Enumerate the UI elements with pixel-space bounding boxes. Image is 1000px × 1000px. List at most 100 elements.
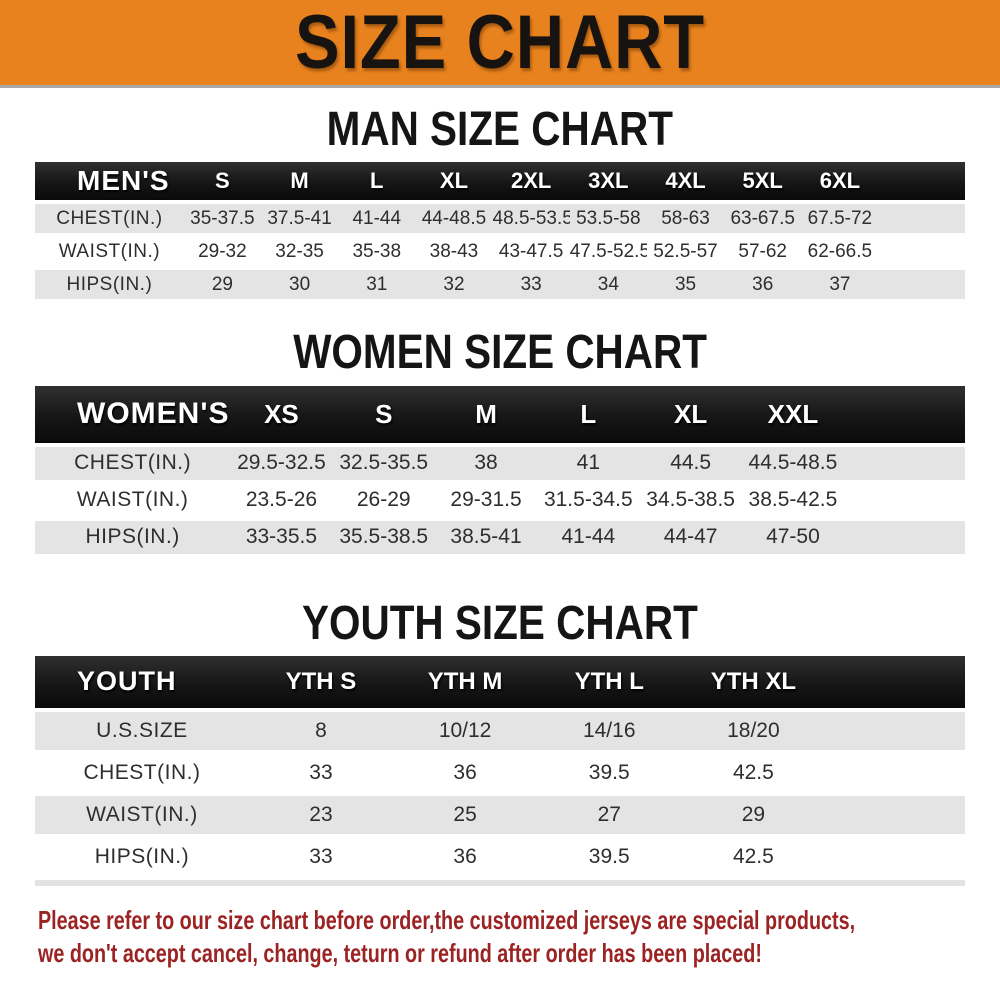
women-size-section: WOMEN SIZE CHART WOMEN'S XS S M L XL XXL CHEST(I… (0, 326, 1000, 558)
men-size-value: 36 (724, 270, 802, 300)
youth-size-value: 10/12 (393, 711, 538, 750)
men-size-value: 52.5-57 (646, 237, 725, 267)
youth-size-value: 39.5 (537, 837, 682, 876)
women-size-value: 38 (434, 446, 538, 480)
youth-row-label-chest-in-: CHEST(IN.) (35, 753, 249, 792)
youth-size-section: YOUTH SIZE CHART YOUTH YTH S YTH M YTH L YTH … (0, 596, 1000, 886)
men-size-value: 41-44 (338, 204, 416, 234)
women-table-corner-label: WOMEN'S (35, 385, 231, 443)
youth-size-value: 39.5 (537, 753, 682, 792)
men-size-value: 33 (492, 270, 570, 300)
youth-size-value: 23 (248, 795, 394, 834)
men-table-row: CHEST(IN.) 35-37.5 37.5-41 41-44 44-48.5 48.5… (35, 204, 965, 234)
youth-column-header-yth-s: YTH S (248, 655, 394, 708)
men-size-value: 37 (801, 270, 879, 300)
women-column-header-l: L (537, 385, 640, 443)
youth-size-value: 29 (681, 795, 826, 834)
women-column-header-xxl: XXL (741, 385, 845, 443)
men-row-spacer (878, 204, 965, 234)
youth-row-spacer (825, 795, 965, 834)
women-row-spacer (844, 483, 965, 517)
men-size-value: 34 (569, 270, 647, 300)
men-size-value: 57-62 (724, 237, 802, 267)
banner-title: SIZE CHART (294, 0, 706, 85)
women-table-row: WAIST(IN.) 23.5-26 26-29 29-31.5 31.5-34.5 34… (35, 483, 965, 517)
men-size-value: 31 (338, 270, 416, 300)
men-column-header-6xl: 6XL (801, 162, 879, 201)
men-column-header-2xl: 2XL (492, 162, 570, 201)
youth-row-label-waist-in-: WAIST(IN.) (35, 795, 249, 834)
men-table-corner-label: MEN'S (35, 162, 184, 201)
men-column-header-s: S (183, 162, 261, 201)
youth-size-value: 33 (248, 753, 394, 792)
women-column-header-m: M (434, 385, 538, 443)
youth-size-table: YOUTH YTH S YTH M YTH L YTH XL U.S.SIZE 8 10/12… (35, 652, 965, 880)
women-size-value: 26-29 (332, 483, 435, 517)
women-row-label-hips-in-: HIPS(IN.) (35, 520, 231, 554)
men-section-heading-text: MAN SIZE CHART (326, 100, 674, 156)
men-column-header-xl: XL (415, 162, 493, 201)
women-row-label-waist-in-: WAIST(IN.) (35, 483, 231, 517)
men-row-label-chest-in-: CHEST(IN.) (35, 204, 184, 234)
youth-table-row: U.S.SIZE 8 10/12 14/16 18/20 (35, 711, 965, 750)
men-header-spacer (878, 162, 965, 201)
women-size-value: 38.5-41 (434, 520, 538, 554)
youth-size-value: 8 (248, 711, 394, 750)
men-size-value: 43-47.5 (492, 237, 570, 267)
men-size-value: 38-43 (415, 237, 493, 267)
youth-row-spacer (825, 837, 965, 876)
men-column-header-m: M (260, 162, 339, 201)
men-size-value: 44-48.5 (415, 204, 493, 234)
youth-size-value: 18/20 (681, 711, 826, 750)
size-chart-page: SIZE CHART MAN SIZE CHART MEN'S S M L XL 2XL 3X… (0, 0, 1000, 970)
men-row-label-waist-in-: WAIST(IN.) (35, 237, 184, 267)
men-size-value: 47.5-52.5 (569, 237, 647, 267)
banner: SIZE CHART (0, 0, 1000, 88)
women-section-heading: WOMEN SIZE CHART (0, 326, 1000, 377)
women-column-header-xl: XL (639, 385, 742, 443)
youth-table-row: CHEST(IN.) 33 36 39.5 42.5 (35, 753, 965, 792)
men-size-value: 62-66.5 (801, 237, 879, 267)
footer-note: Please refer to our size chart before or… (38, 904, 1000, 970)
youth-header-spacer (825, 655, 965, 708)
women-size-value: 44.5-48.5 (741, 446, 845, 480)
men-size-value: 35-37.5 (183, 204, 261, 234)
youth-column-header-yth-m: YTH M (393, 655, 538, 708)
men-row-spacer (878, 270, 965, 300)
youth-size-value: 42.5 (681, 753, 826, 792)
women-row-spacer (844, 446, 965, 480)
men-column-header-4xl: 4XL (646, 162, 725, 201)
youth-table-row: WAIST(IN.) 23 25 27 29 (35, 795, 965, 834)
women-size-value: 31.5-34.5 (537, 483, 640, 517)
youth-table-row: HIPS(IN.) 33 36 39.5 42.5 (35, 837, 965, 876)
footer-line-2: we don't accept cancel, change, teturn o… (38, 937, 762, 968)
youth-row-spacer (825, 753, 965, 792)
men-size-value: 30 (260, 270, 339, 300)
women-size-value: 44-47 (639, 520, 742, 554)
men-column-header-3xl: 3XL (569, 162, 647, 201)
youth-size-value: 36 (393, 837, 538, 876)
women-column-header-xs: XS (230, 385, 333, 443)
men-size-table: MEN'S S M L XL 2XL 3XL 4XL 5XL 6XL CHEST(IN.) 35-37… (35, 158, 965, 303)
youth-table-corner-label: YOUTH (35, 655, 249, 708)
size-chart-sections: MAN SIZE CHART MEN'S S M L XL 2XL 3XL 4XL 5XL 6XL C… (0, 100, 1000, 886)
men-size-value: 37.5-41 (260, 204, 339, 234)
women-size-value: 47-50 (741, 520, 845, 554)
women-row-spacer (844, 520, 965, 554)
youth-size-value: 36 (393, 753, 538, 792)
women-column-header-s: S (332, 385, 435, 443)
men-size-value: 35-38 (338, 237, 416, 267)
women-size-table: WOMEN'S XS S M L XL XXL CHEST(IN.) 29.5-32.5 32.5… (35, 382, 965, 558)
youth-row-label-u-s-size: U.S.SIZE (35, 711, 249, 750)
men-row-spacer (878, 237, 965, 267)
women-size-value: 41 (537, 446, 640, 480)
youth-table-bottom-strip (35, 879, 965, 886)
men-size-value: 58-63 (646, 204, 725, 234)
women-size-value: 35.5-38.5 (332, 520, 435, 554)
men-table-header-row: MEN'S S M L XL 2XL 3XL 4XL 5XL 6XL (35, 162, 965, 201)
women-size-value: 32.5-35.5 (332, 446, 435, 480)
men-size-value: 67.5-72 (801, 204, 879, 234)
youth-row-spacer (825, 711, 965, 750)
youth-table-header-row: YOUTH YTH S YTH M YTH L YTH XL (35, 655, 965, 708)
youth-section-heading: YOUTH SIZE CHART (0, 596, 1000, 647)
